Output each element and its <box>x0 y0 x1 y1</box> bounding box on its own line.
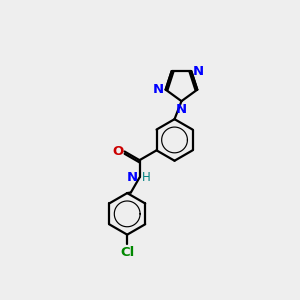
Text: N: N <box>127 171 138 184</box>
Text: N: N <box>176 103 187 116</box>
Text: O: O <box>112 145 123 158</box>
Text: N: N <box>153 83 164 96</box>
Text: Cl: Cl <box>120 245 134 259</box>
Text: N: N <box>193 64 204 78</box>
Text: H: H <box>142 171 151 184</box>
